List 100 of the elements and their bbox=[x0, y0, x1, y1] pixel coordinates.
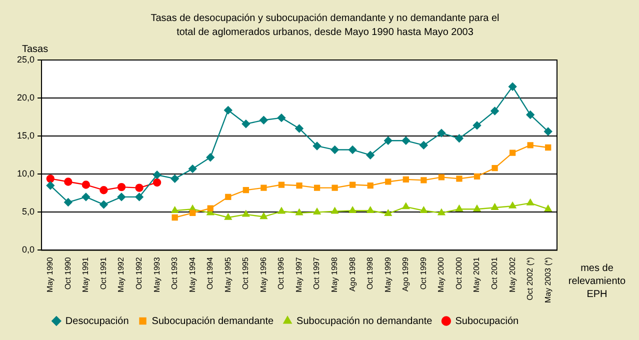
point bbox=[295, 124, 304, 133]
point bbox=[384, 210, 392, 216]
x-tick-label: Oct 1991 bbox=[98, 256, 108, 290]
x-tick-label: Oct 1996 bbox=[276, 256, 286, 290]
x-tick-label: Oct 1990 bbox=[63, 256, 72, 290]
point bbox=[100, 186, 108, 194]
point bbox=[545, 144, 552, 151]
legend-label: Subocupación bbox=[455, 316, 519, 327]
point bbox=[172, 214, 178, 221]
point bbox=[296, 208, 303, 216]
point bbox=[135, 192, 144, 202]
point bbox=[509, 150, 516, 156]
point bbox=[456, 176, 462, 182]
x-tick-label: May 2003 (*) bbox=[543, 256, 552, 303]
point bbox=[260, 212, 268, 220]
y-tick-label: 0,0 bbox=[22, 244, 35, 255]
point bbox=[367, 182, 374, 189]
point bbox=[348, 146, 357, 154]
x-tick-label: Oct 1999 bbox=[418, 256, 428, 290]
point bbox=[492, 164, 498, 172]
point bbox=[207, 205, 214, 212]
point bbox=[278, 182, 285, 188]
x-tick-label: May 2001 bbox=[472, 256, 482, 292]
point bbox=[438, 208, 446, 216]
point bbox=[331, 207, 338, 214]
point bbox=[314, 184, 320, 191]
point bbox=[402, 176, 409, 183]
x-tick-label: Oct 1998 bbox=[366, 256, 375, 290]
x-tick-label: May 1996 bbox=[258, 256, 268, 292]
point bbox=[171, 206, 178, 213]
point bbox=[474, 173, 480, 180]
point bbox=[420, 141, 428, 150]
point bbox=[46, 181, 55, 190]
x-tick-label: May 1998 bbox=[330, 256, 340, 292]
x-tick-label: May 1991 bbox=[81, 256, 90, 292]
legend-label: Subocupación no demandante bbox=[296, 316, 433, 327]
point bbox=[64, 178, 72, 186]
point bbox=[82, 192, 90, 202]
point bbox=[242, 210, 250, 217]
point bbox=[527, 142, 534, 148]
x-axis-title: mes de relevamiento EPH bbox=[567, 262, 627, 301]
point bbox=[526, 198, 534, 206]
chart-title: Tasas de desocupación y subocupación demandante y no demandante para el total de aglomerados urbanos, desde Mayo 1990 hasta Mayo 2003 bbox=[150, 12, 500, 40]
point bbox=[242, 120, 250, 128]
x-tick-label: May 1994 bbox=[188, 256, 197, 292]
point bbox=[152, 178, 162, 187]
point bbox=[348, 206, 356, 213]
point bbox=[117, 182, 126, 192]
point bbox=[100, 200, 108, 209]
x-tick-label: May 1990 bbox=[46, 256, 55, 292]
point bbox=[312, 142, 322, 150]
legend-label: Desocupación bbox=[65, 316, 129, 327]
x-tick-label: Ago 1998 bbox=[348, 256, 357, 292]
x-tick-label: Oct 2002 (*) bbox=[526, 256, 535, 300]
point bbox=[277, 114, 286, 122]
y-tick-label: 20,0 bbox=[16, 92, 35, 103]
y-tick-label: 15,0 bbox=[16, 130, 35, 141]
point bbox=[135, 184, 144, 192]
point bbox=[472, 121, 482, 130]
x-tick-label: Oct 2000 bbox=[454, 256, 464, 290]
x-tick-label: May 1999 bbox=[383, 256, 392, 292]
point bbox=[296, 182, 302, 189]
point bbox=[455, 134, 464, 142]
point bbox=[64, 198, 72, 206]
x-tick-label: Oct 2001 bbox=[490, 256, 499, 290]
point bbox=[490, 106, 499, 116]
point bbox=[313, 208, 321, 215]
x-tick-label: Oct 1997 bbox=[312, 256, 322, 290]
point bbox=[330, 146, 339, 154]
point bbox=[437, 128, 446, 138]
point bbox=[544, 205, 552, 212]
point bbox=[384, 136, 392, 145]
x-tick-label: May 1995 bbox=[223, 256, 232, 292]
y-tick-label: 10,0 bbox=[16, 168, 35, 179]
point bbox=[224, 213, 232, 220]
point bbox=[260, 116, 268, 124]
point bbox=[242, 187, 250, 194]
y-tick-label: 5,0 bbox=[22, 206, 35, 217]
x-tick-label: May 1997 bbox=[294, 256, 304, 292]
point bbox=[170, 174, 179, 183]
point bbox=[385, 178, 392, 185]
point bbox=[206, 153, 214, 162]
x-tick-label: Oct 1993 bbox=[170, 256, 180, 290]
point bbox=[420, 206, 428, 213]
point bbox=[46, 174, 55, 183]
point bbox=[366, 206, 374, 213]
point bbox=[332, 184, 338, 191]
point bbox=[438, 174, 445, 180]
point bbox=[225, 194, 232, 200]
point bbox=[402, 136, 410, 145]
x-tick-label: Oct 1994 bbox=[206, 256, 215, 290]
point bbox=[190, 210, 196, 216]
x-tick-label: May 1992 bbox=[116, 256, 126, 292]
point bbox=[152, 170, 162, 179]
point bbox=[366, 151, 374, 160]
point bbox=[508, 202, 516, 208]
point bbox=[350, 182, 356, 188]
x-tick-label: Ago 1999 bbox=[401, 256, 410, 292]
legend-label: Subocupación demandante bbox=[152, 316, 274, 327]
y-tick-label: 25,0 bbox=[16, 54, 35, 64]
